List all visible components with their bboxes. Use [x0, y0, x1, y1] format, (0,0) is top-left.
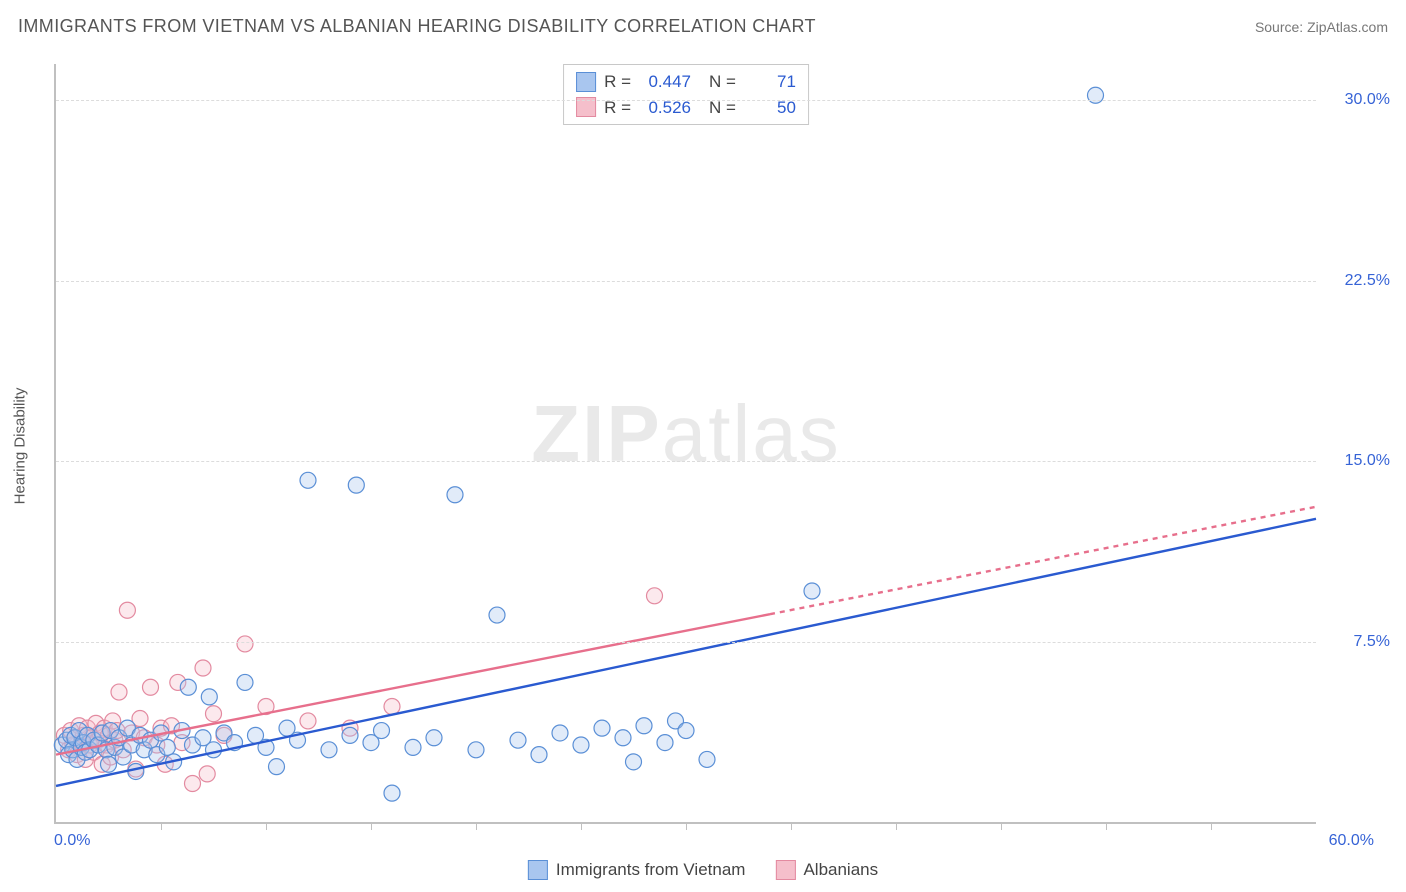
scatter-point-vietnam: [626, 754, 642, 770]
scatter-point-albanians: [143, 679, 159, 695]
gridline: [56, 100, 1316, 101]
stat-n-vietnam: 71: [744, 69, 796, 95]
scatter-point-vietnam: [468, 742, 484, 758]
scatter-point-albanians: [185, 775, 201, 791]
scatter-point-vietnam: [489, 607, 505, 623]
x-tick: [161, 822, 162, 830]
scatter-point-vietnam: [531, 747, 547, 763]
stat-r-vietnam: 0.447: [639, 69, 691, 95]
scatter-point-albanians: [111, 684, 127, 700]
y-tick-label: 15.0%: [1326, 452, 1390, 470]
x-tick: [896, 822, 897, 830]
stats-legend-box: R =0.447N =71R =0.526N =50: [563, 64, 809, 125]
trend-line-albanians: [56, 614, 770, 754]
legend-item-vietnam: Immigrants from Vietnam: [528, 860, 746, 880]
scatter-point-albanians: [300, 713, 316, 729]
stat-n-albanians: 50: [744, 95, 796, 121]
scatter-point-vietnam: [348, 477, 364, 493]
x-tick: [791, 822, 792, 830]
stats-row-vietnam: R =0.447N =71: [576, 69, 796, 95]
scatter-point-vietnam: [405, 739, 421, 755]
x-axis-max-label: 60.0%: [1329, 832, 1374, 850]
x-tick: [266, 822, 267, 830]
scatter-point-albanians: [119, 602, 135, 618]
scatter-point-vietnam: [128, 763, 144, 779]
scatter-point-vietnam: [374, 723, 390, 739]
legend-swatch-vietnam: [576, 72, 596, 92]
scatter-point-vietnam: [510, 732, 526, 748]
scatter-point-vietnam: [206, 742, 222, 758]
legend-label-albanians: Albanians: [803, 860, 878, 880]
y-tick-label: 7.5%: [1326, 633, 1390, 651]
scatter-point-albanians: [199, 766, 215, 782]
scatter-point-vietnam: [384, 785, 400, 801]
scatter-point-vietnam: [269, 759, 285, 775]
y-axis-label: Hearing Disability: [12, 388, 29, 505]
scatter-point-vietnam: [699, 751, 715, 767]
scatter-point-vietnam: [615, 730, 631, 746]
plot-svg: [56, 64, 1316, 822]
stats-row-albanians: R =0.526N =50: [576, 95, 796, 121]
gridline: [56, 461, 1316, 462]
scatter-point-vietnam: [447, 487, 463, 503]
gridline: [56, 642, 1316, 643]
x-tick: [1001, 822, 1002, 830]
stat-r-albanians: 0.526: [639, 95, 691, 121]
scatter-point-vietnam: [804, 583, 820, 599]
scatter-point-vietnam: [552, 725, 568, 741]
x-tick: [1211, 822, 1212, 830]
scatter-point-albanians: [206, 706, 222, 722]
scatter-point-vietnam: [636, 718, 652, 734]
plot-area: ZIPatlas R =0.447N =71R =0.526N =50 7.5%…: [54, 64, 1316, 824]
source-label: Source: ZipAtlas.com: [1255, 19, 1388, 35]
x-tick: [581, 822, 582, 830]
y-tick-label: 22.5%: [1326, 272, 1390, 290]
legend-label-vietnam: Immigrants from Vietnam: [556, 860, 746, 880]
legend-swatch-albanians: [775, 860, 795, 880]
bottom-legend: Immigrants from Vietnam Albanians: [528, 860, 878, 880]
scatter-point-vietnam: [657, 735, 673, 751]
scatter-point-vietnam: [342, 727, 358, 743]
scatter-point-vietnam: [101, 756, 117, 772]
x-tick: [476, 822, 477, 830]
scatter-point-albanians: [384, 698, 400, 714]
legend-item-albanians: Albanians: [775, 860, 878, 880]
scatter-point-albanians: [647, 588, 663, 604]
scatter-point-vietnam: [426, 730, 442, 746]
gridline: [56, 281, 1316, 282]
scatter-point-vietnam: [201, 689, 217, 705]
scatter-point-vietnam: [321, 742, 337, 758]
scatter-point-vietnam: [678, 723, 694, 739]
scatter-point-vietnam: [237, 674, 253, 690]
x-tick: [371, 822, 372, 830]
scatter-point-vietnam: [594, 720, 610, 736]
scatter-point-albanians: [237, 636, 253, 652]
y-tick-label: 30.0%: [1326, 91, 1390, 109]
scatter-point-vietnam: [300, 472, 316, 488]
x-tick: [1106, 822, 1107, 830]
chart-title: IMMIGRANTS FROM VIETNAM VS ALBANIAN HEAR…: [18, 16, 816, 37]
scatter-point-vietnam: [180, 679, 196, 695]
legend-swatch-vietnam: [528, 860, 548, 880]
x-axis-min-label: 0.0%: [54, 832, 90, 850]
x-tick: [686, 822, 687, 830]
scatter-point-albanians: [195, 660, 211, 676]
trend-line-albanians-dashed: [770, 507, 1316, 614]
scatter-point-vietnam: [573, 737, 589, 753]
scatter-point-vietnam: [159, 739, 175, 755]
